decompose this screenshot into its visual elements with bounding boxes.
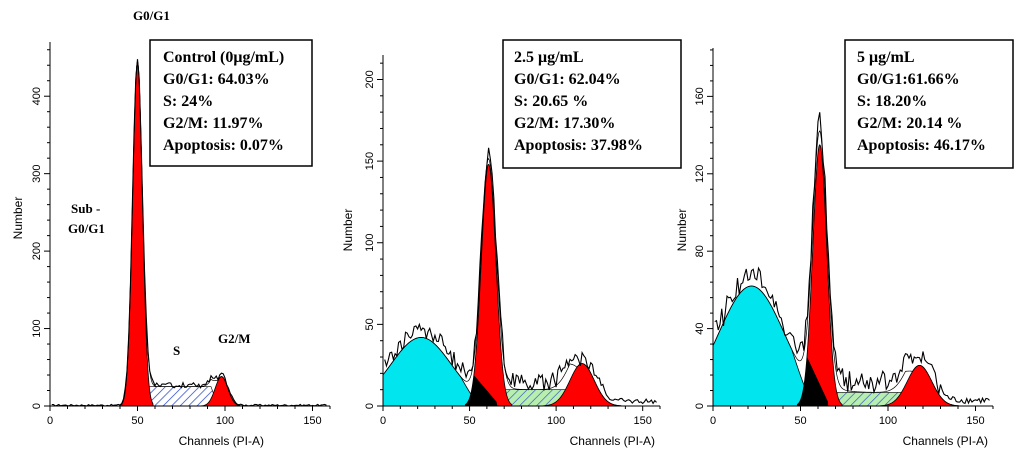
y-axis-label: Number xyxy=(341,209,355,252)
info-box-line: G0/G1:61.66% xyxy=(857,71,960,88)
x-tick-label: 100 xyxy=(879,415,897,427)
info-box-line: 5 μg/mL xyxy=(857,49,915,66)
y-tick-label: 160 xyxy=(694,87,706,105)
y-tick-label: 300 xyxy=(31,164,43,182)
y-axis-label: Number xyxy=(675,209,689,252)
y-tick-label: 0 xyxy=(364,403,376,409)
info-box-line: G2/M: 20.14 % xyxy=(857,115,962,132)
histogram-plot: 0 50 100 150 0 40 80 120 160 xyxy=(694,48,994,427)
info-box-line: G0/G1: 62.04% xyxy=(514,71,621,88)
info-box: 2.5 μg/mL G0/G1: 62.04% S: 20.65 % G2/M:… xyxy=(502,39,682,169)
overlap-area xyxy=(465,375,498,406)
annotation-g2m: G2/M xyxy=(218,331,251,346)
y-tick-label: 80 xyxy=(694,245,706,257)
x-tick-label: 100 xyxy=(547,415,565,427)
info-box: 5 μg/mL G0/G1:61.66% S: 18.20% G2/M: 20.… xyxy=(844,39,1014,169)
info-box-line: S: 18.20% xyxy=(857,93,927,110)
panel-5-ug: 0 50 100 150 0 40 80 120 160 Number Channels (PI… xyxy=(675,39,1014,448)
y-tick-label: 40 xyxy=(694,322,706,334)
y-tick-label: 120 xyxy=(694,165,706,183)
info-box-line: S: 24% xyxy=(163,93,213,110)
overlap-area xyxy=(797,356,829,406)
info-box-line: G2/M: 17.30% xyxy=(514,115,615,132)
annotation-g0g1-peak: G0/G1 xyxy=(133,8,170,23)
x-axis-label: Channels (PI-A) xyxy=(570,434,655,448)
info-box-line: Control (0μg/mL) xyxy=(163,49,284,66)
y-tick-label: 400 xyxy=(31,87,43,105)
x-tick-label: 150 xyxy=(634,415,652,427)
x-tick-label: 100 xyxy=(216,415,234,427)
x-axis-label: Channels (PI-A) xyxy=(179,434,264,448)
model-fit-line xyxy=(384,157,657,407)
model-fit-line xyxy=(714,130,990,407)
annotation-sub-g0g1-line2: G0/G1 xyxy=(68,221,105,236)
y-tick-label: 0 xyxy=(694,403,706,409)
x-axis-label: Channels (PI-A) xyxy=(903,434,988,448)
panel-2-5-ug: 0 50 100 150 0 50 100 150 200 Number Channels (P… xyxy=(341,39,682,448)
x-tick-label: 0 xyxy=(380,415,386,427)
y-tick-label: 0 xyxy=(31,403,43,409)
y-tick-label: 200 xyxy=(364,70,376,88)
info-box-line: Apoptosis: 0.07% xyxy=(163,137,284,154)
info-box-line: Apoptosis: 37.98% xyxy=(514,137,643,154)
y-tick-label: 200 xyxy=(31,242,43,260)
info-box: Control (0μg/mL) G0/G1: 64.03% S: 24% G2… xyxy=(149,39,313,167)
y-tick-label: 150 xyxy=(364,152,376,170)
info-box-line: 2.5 μg/mL xyxy=(514,49,584,66)
annotation-sub-g0g1-line1: Sub - xyxy=(71,201,100,216)
info-box-line: S: 20.65 % xyxy=(514,93,588,110)
info-box-line: G2/M: 11.97% xyxy=(163,115,263,132)
histogram-line xyxy=(714,112,990,405)
y-tick-label: 100 xyxy=(364,234,376,252)
x-tick-label: 50 xyxy=(131,415,143,427)
x-tick-label: 0 xyxy=(47,415,53,427)
x-tick-label: 50 xyxy=(794,415,806,427)
x-tick-label: 50 xyxy=(463,415,475,427)
y-tick-label: 100 xyxy=(31,319,43,337)
x-tick-label: 150 xyxy=(966,415,984,427)
panel-control: 0 50 100 150 0 100 200 300 400 Number Channels (… xyxy=(11,8,331,448)
histogram-line xyxy=(384,147,657,405)
x-tick-label: 150 xyxy=(303,415,321,427)
histogram-plot: 0 50 100 150 0 50 100 150 200 xyxy=(364,55,661,427)
y-tick-label: 50 xyxy=(364,318,376,330)
annotation-s: S xyxy=(173,343,180,358)
info-box-line: Apoptosis: 46.17% xyxy=(857,137,986,154)
info-box-line: G0/G1: 64.03% xyxy=(163,71,270,88)
histogram-plot: 0 50 100 150 0 100 200 300 400 xyxy=(31,42,331,427)
y-axis-label: Number xyxy=(11,197,25,240)
x-tick-label: 0 xyxy=(710,415,716,427)
